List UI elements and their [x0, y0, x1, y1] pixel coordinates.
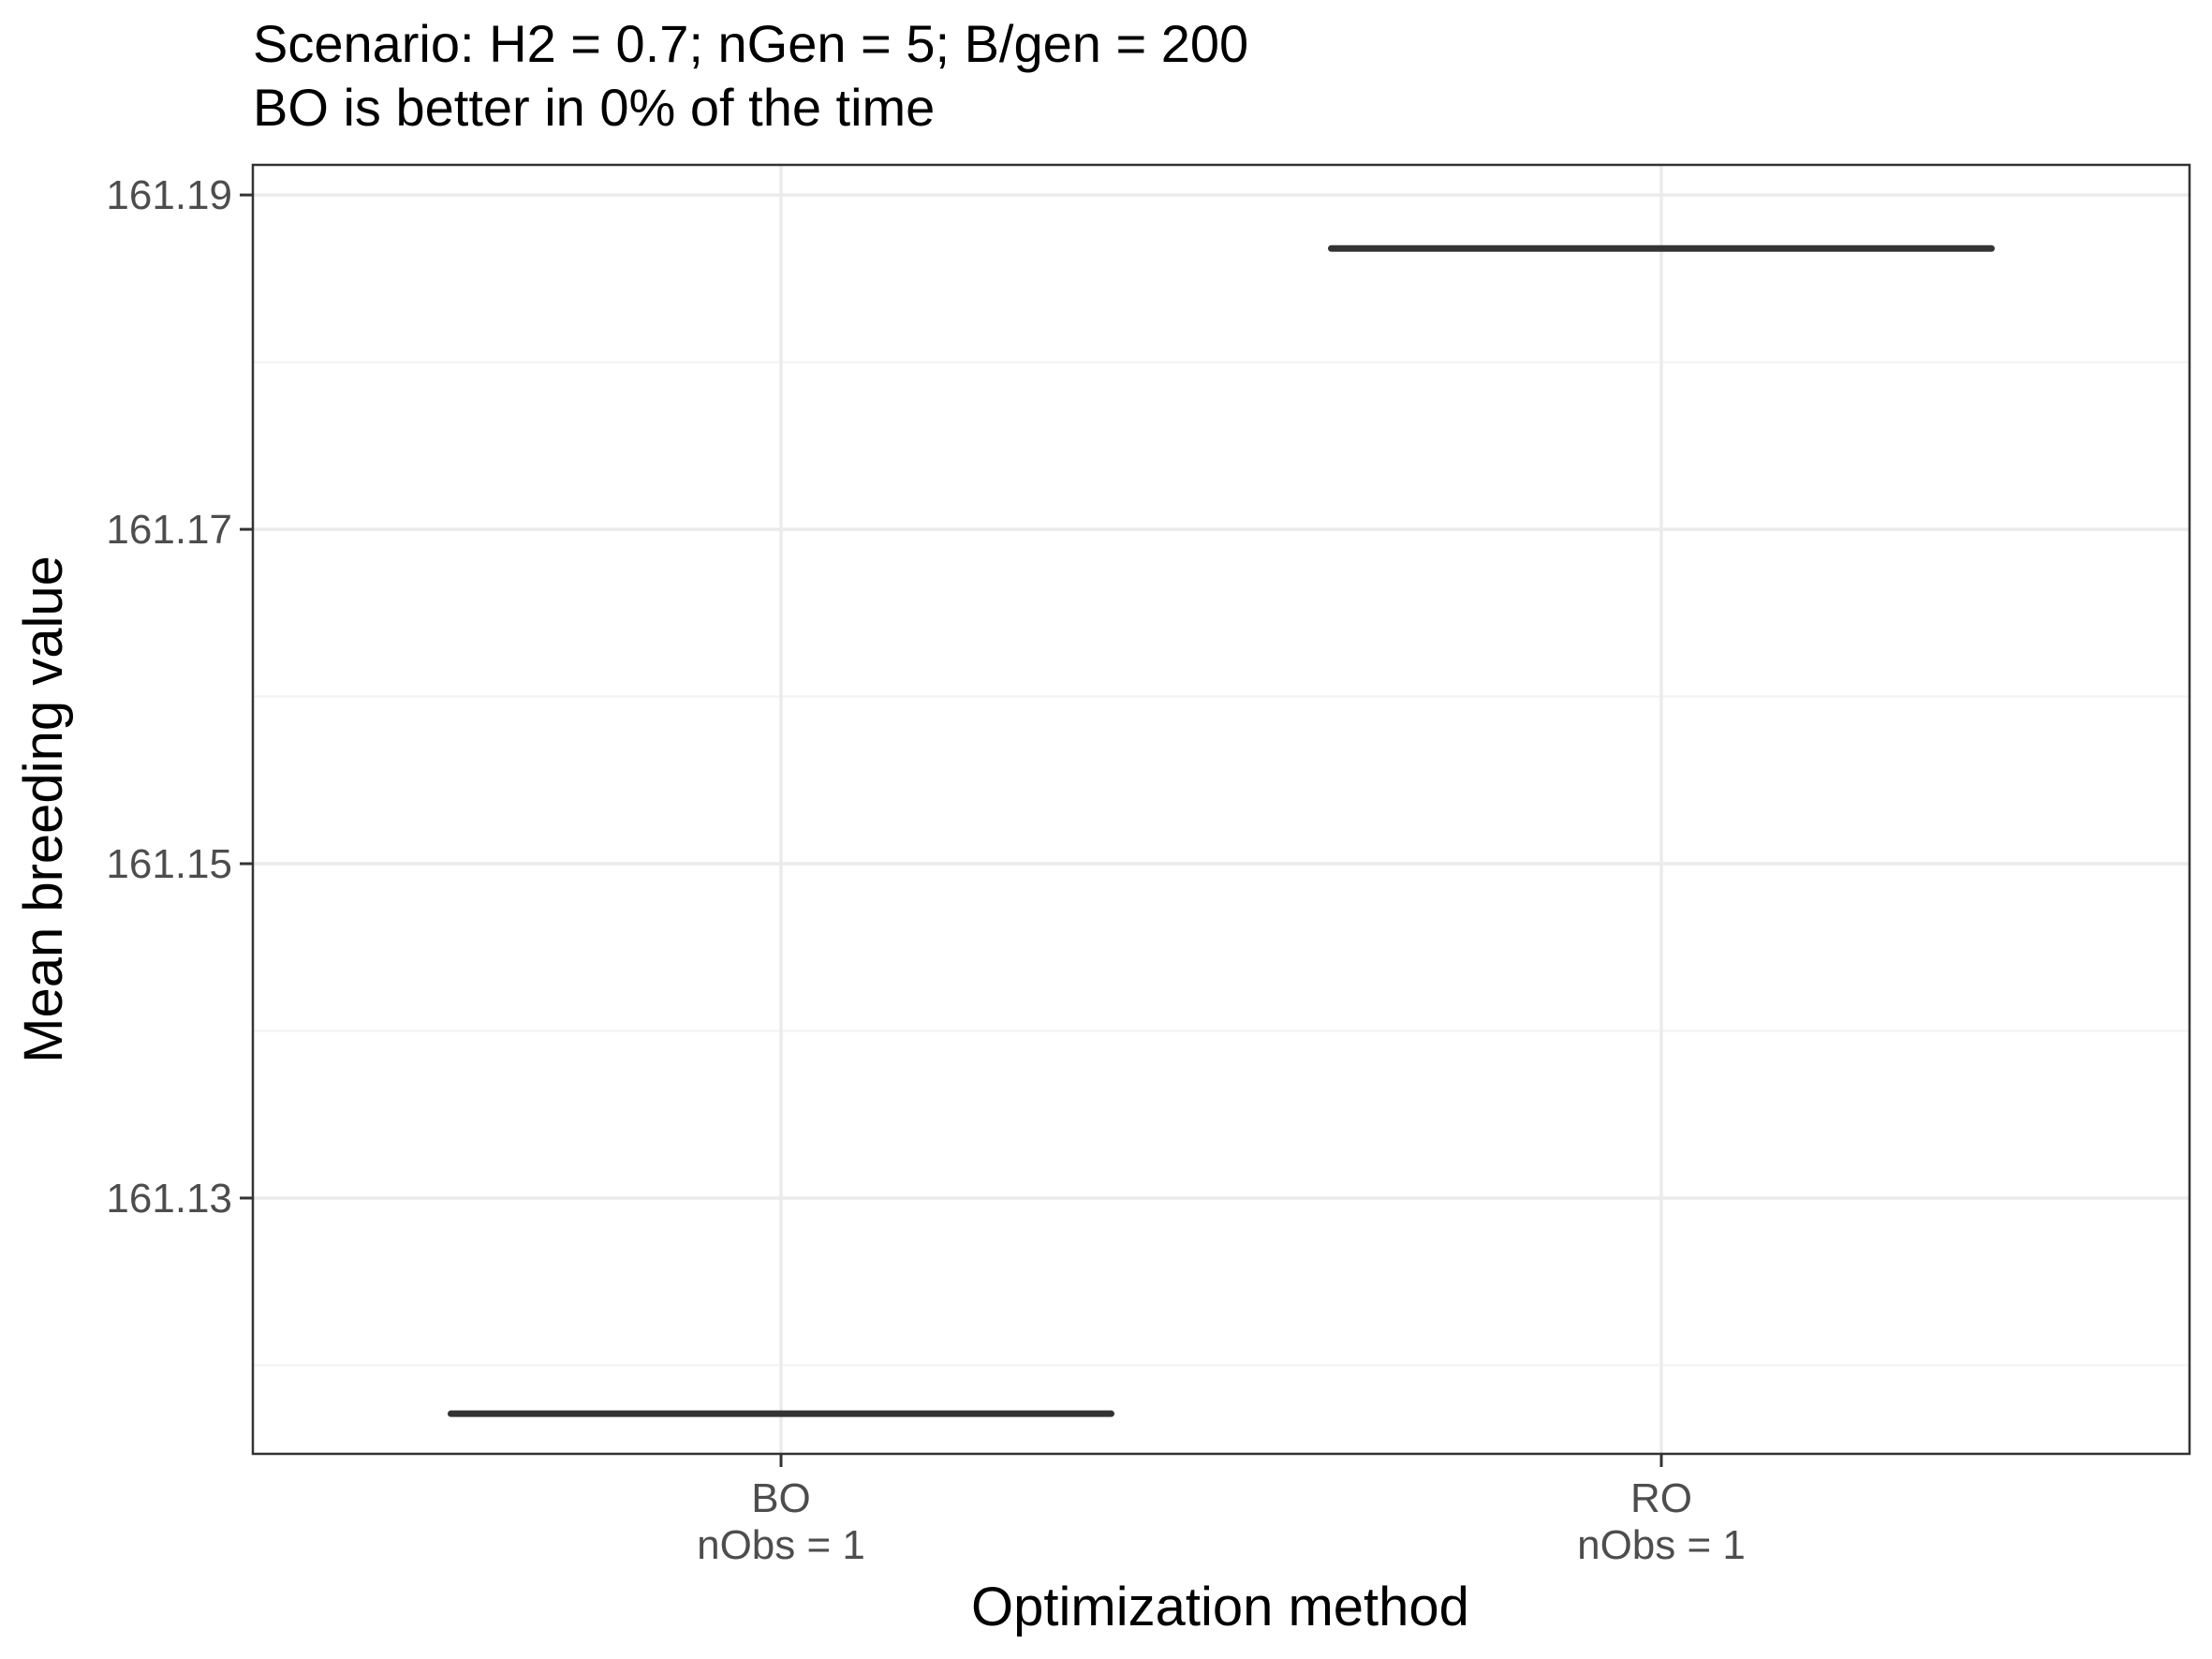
y-axis: 161.13 161.15 161.17 161.19 — [106, 172, 253, 1222]
y-tick-label: 161.15 — [106, 841, 232, 887]
x-tick-sublabel: nObs = 1 — [1577, 1522, 1746, 1568]
x-axis-title: Optimization method — [971, 1577, 1469, 1637]
plot-panel — [251, 163, 2191, 1456]
box-marks — [448, 244, 1995, 1417]
x-tick-label: BO — [751, 1475, 811, 1521]
y-tick-label: 161.19 — [106, 172, 232, 218]
panel-background — [253, 165, 2190, 1454]
y-tick-label: 161.17 — [106, 507, 232, 553]
chart-subtitle: BO is better in 0% of the time — [253, 78, 935, 137]
chart-title: Scenario: H2 = 0.7; nGen = 5; B/gen = 20… — [253, 14, 1248, 73]
panel-border — [251, 163, 2191, 1456]
x-tick-label: RO — [1630, 1475, 1692, 1521]
grid-lines — [253, 165, 2190, 1454]
x-tick-sublabel: nObs = 1 — [697, 1522, 865, 1568]
y-axis-title: Mean breeding value — [13, 555, 74, 1063]
y-tick-label: 161.13 — [106, 1176, 232, 1222]
